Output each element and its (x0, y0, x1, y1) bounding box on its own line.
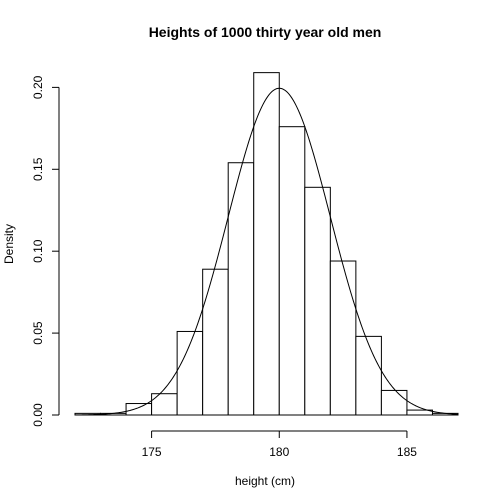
histogram-bar-174 (125, 403, 153, 416)
histogram-bar-185 (406, 409, 433, 416)
histogram-bar-175 (151, 393, 178, 416)
y-axis: 0.00 0.05 0.10 0.15 0.20 (31, 75, 60, 427)
histogram-bar-183 (355, 335, 382, 416)
y-axis-label: Density (2, 224, 16, 264)
x-axis-label: height (cm) (235, 474, 295, 488)
y-tick-label: 0.10 (31, 239, 45, 263)
x-axis: 175 180 185 (142, 430, 417, 459)
x-tick-label: 180 (269, 445, 289, 459)
histogram-bar-179 (253, 72, 280, 416)
histogram-bar-177 (202, 268, 229, 416)
density-curve (74, 87, 459, 416)
y-tick-label: 0.20 (31, 75, 45, 99)
histogram-bars (74, 72, 459, 416)
y-tick-label: 0.05 (31, 321, 45, 345)
x-tick-label: 175 (142, 445, 162, 459)
y-tick-label: 0.00 (31, 403, 45, 427)
histogram-bar-181 (304, 186, 331, 416)
y-tick-label: 0.15 (31, 157, 45, 181)
x-tick-label: 185 (397, 445, 417, 459)
histogram-bar-180 (278, 126, 306, 416)
chart-title: Heights of 1000 thirty year old men (149, 24, 382, 40)
histogram-bar-182 (329, 260, 357, 416)
histogram-bar-184 (380, 389, 408, 416)
